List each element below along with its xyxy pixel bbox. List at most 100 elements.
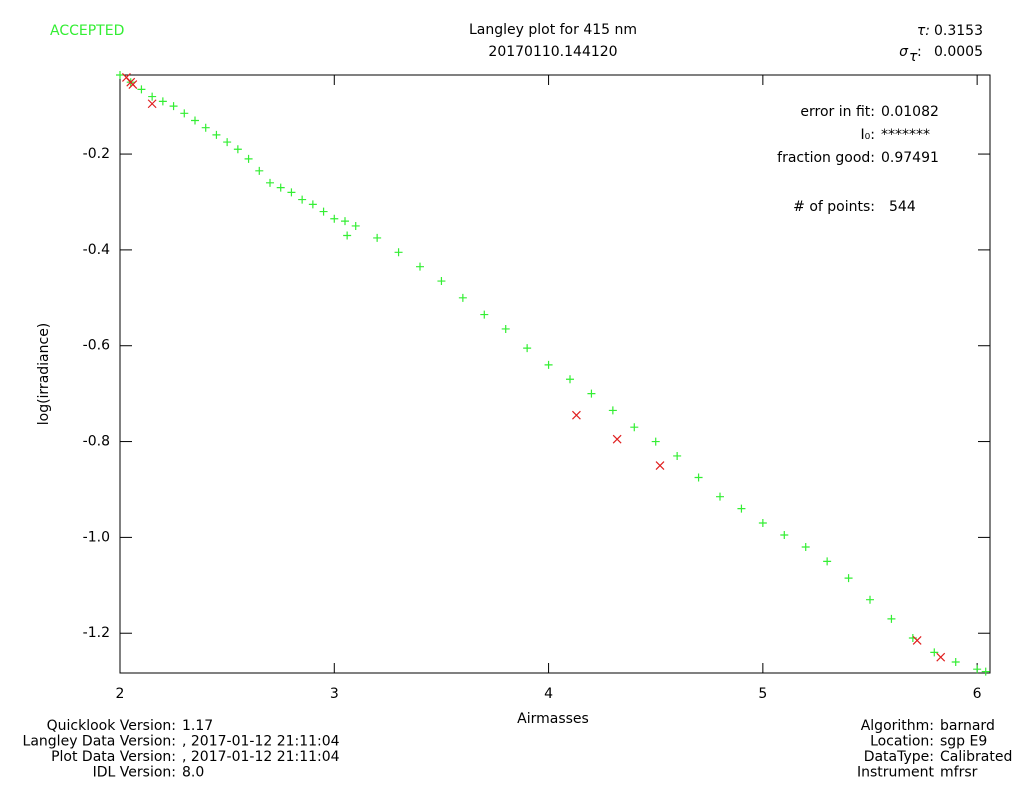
footer-label: Quicklook Version: — [47, 718, 176, 734]
x-tick-label: 2 — [116, 686, 125, 702]
point — [608, 406, 617, 415]
footer-label: DataType: — [864, 749, 934, 765]
footer-value: , 2017-01-12 21:11:04 — [182, 734, 340, 750]
footer-label: Plot Data Version: — [51, 749, 176, 765]
point — [887, 614, 896, 623]
stat-value: ******* — [881, 127, 930, 143]
y-tick-label: -0.6 — [83, 338, 110, 354]
point — [351, 221, 360, 230]
point — [801, 542, 810, 551]
chart-title: Langley plot for 415 nm — [469, 22, 637, 38]
y-tick-label: -0.4 — [83, 242, 110, 258]
point — [148, 92, 157, 101]
point — [128, 80, 138, 90]
point — [951, 657, 960, 666]
sigma-value: 0.0005 — [934, 44, 983, 60]
point — [169, 102, 178, 111]
point — [630, 423, 639, 432]
stat-label: error in fit: — [800, 104, 875, 120]
stat-label: fraction good: — [777, 150, 875, 166]
point — [544, 360, 553, 369]
point — [276, 183, 285, 192]
point — [501, 324, 510, 333]
stat-label: I₀: — [861, 127, 875, 143]
point — [612, 434, 622, 444]
point — [930, 648, 939, 657]
point — [694, 473, 703, 482]
y-tick-label: -1.0 — [83, 529, 110, 545]
point — [394, 248, 403, 257]
x-tick-label: 3 — [330, 686, 339, 702]
point — [137, 85, 146, 94]
point — [212, 130, 221, 139]
point — [147, 99, 157, 109]
stat-label: # of points: — [793, 199, 875, 215]
point — [655, 461, 665, 470]
footer-value: 1.17 — [182, 718, 213, 734]
footer-label: Instrument — [857, 765, 935, 781]
footer-label: IDL Version: — [93, 765, 176, 781]
tau-label: τ: — [917, 23, 930, 39]
point — [287, 188, 296, 197]
point — [866, 595, 874, 604]
point — [716, 492, 724, 501]
point — [201, 123, 210, 132]
point — [330, 214, 339, 223]
stat-value: 0.01082 — [881, 104, 939, 120]
y-tick-label: -1.2 — [83, 625, 110, 641]
point — [373, 233, 382, 242]
x-axis-label: Airmasses — [517, 711, 589, 727]
footer-value: 8.0 — [182, 765, 204, 781]
point — [758, 519, 767, 528]
point — [223, 138, 232, 147]
x-tick-label: 6 — [973, 686, 982, 702]
plot-frame — [119, 74, 991, 674]
y-tick-label: -0.8 — [83, 434, 110, 450]
footer-label: Langley Data Version: — [23, 734, 176, 750]
status: ACCEPTED — [50, 23, 124, 39]
point — [651, 437, 660, 446]
point — [308, 200, 317, 209]
point — [437, 277, 446, 286]
sigma-sub: τ — [909, 49, 918, 65]
footer-label: Location: — [870, 734, 934, 750]
point — [158, 97, 167, 106]
point — [587, 389, 596, 398]
y-tick-label: -0.2 — [83, 146, 110, 162]
point — [673, 451, 682, 460]
y-axis-label: log(irradiance) — [36, 323, 52, 426]
point — [981, 667, 990, 676]
point — [116, 71, 124, 79]
footer-value: , 2017-01-12 21:11:04 — [182, 749, 340, 765]
point — [319, 207, 328, 216]
chart-subtitle: 20170110.144120 — [488, 44, 617, 60]
point — [737, 504, 746, 513]
point — [936, 652, 946, 662]
footer-value: barnard — [940, 718, 995, 734]
stat-value: 0.97491 — [881, 150, 939, 166]
point — [908, 634, 917, 643]
point — [191, 116, 199, 125]
point — [343, 231, 352, 240]
footer-value: Calibrated — [940, 749, 1012, 765]
sigma-colon: : — [917, 44, 922, 60]
sigma-label: σ — [899, 44, 909, 60]
x-tick-label: 5 — [758, 686, 767, 702]
point — [780, 531, 789, 539]
point — [233, 145, 242, 154]
point — [823, 557, 832, 566]
point — [480, 310, 489, 319]
point — [523, 344, 532, 353]
point — [341, 217, 349, 226]
point — [298, 195, 307, 204]
point — [458, 293, 467, 302]
point — [973, 665, 982, 674]
point — [416, 262, 424, 271]
point — [180, 109, 189, 118]
point — [566, 375, 574, 384]
stat-value: 544 — [889, 199, 916, 215]
point — [255, 166, 264, 175]
point — [912, 635, 922, 645]
point — [244, 154, 253, 163]
